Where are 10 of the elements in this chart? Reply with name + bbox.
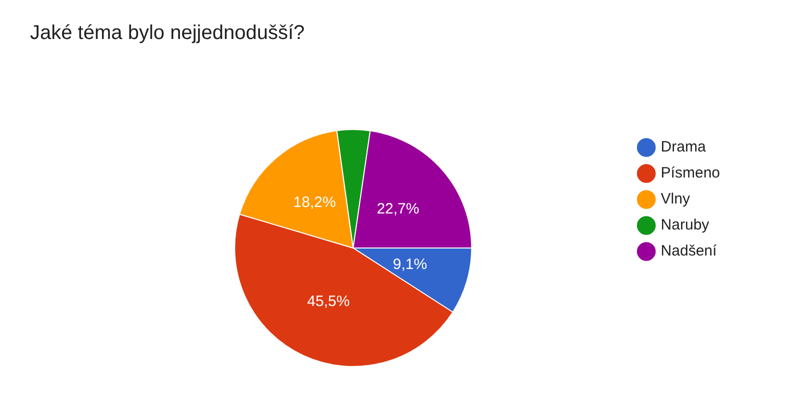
chart-title: Jaké téma bylo nejjednodušší? <box>30 22 305 45</box>
legend-label: Písmeno <box>660 164 720 182</box>
legend-label: Drama <box>660 138 706 156</box>
data-label: 45,5% <box>307 292 350 310</box>
data-label: 22,7% <box>376 200 420 218</box>
legend-label: Vlny <box>660 190 690 208</box>
legend-label: Naruby <box>660 216 710 234</box>
legend-label: Nadšení <box>660 242 718 260</box>
data-label: 18,2% <box>293 194 336 212</box>
data-label: 9,1% <box>392 256 428 273</box>
